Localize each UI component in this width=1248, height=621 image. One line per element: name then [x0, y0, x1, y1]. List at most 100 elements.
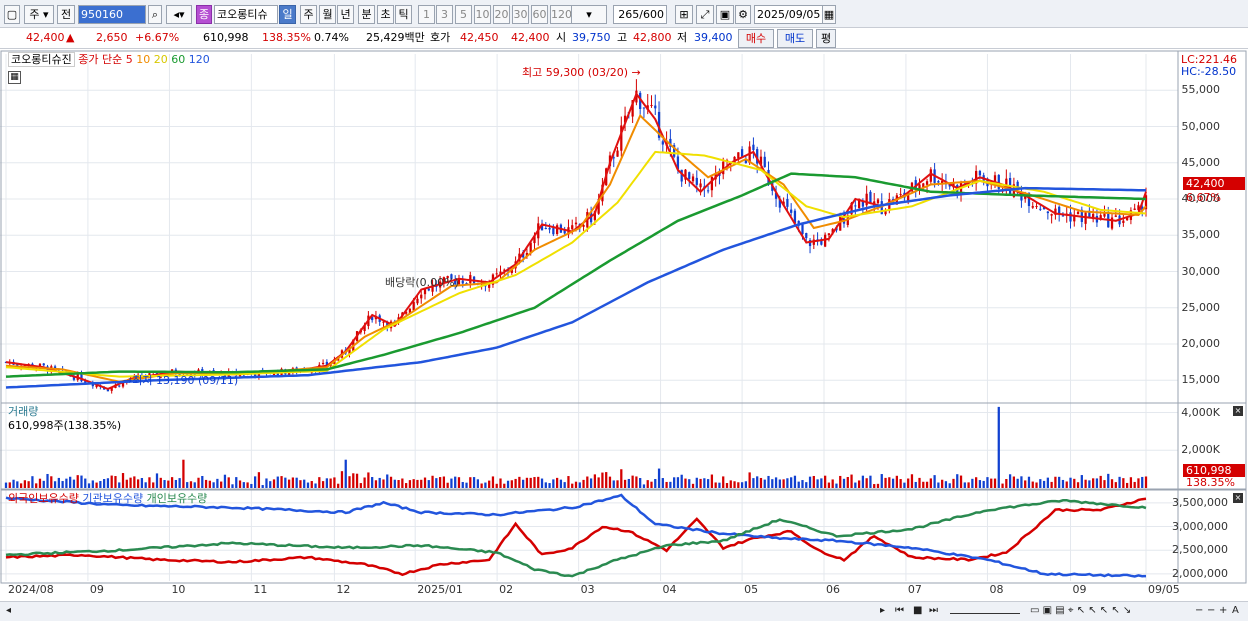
- volume-bar: [740, 482, 744, 488]
- table-icon[interactable]: ▦: [8, 71, 21, 84]
- minute-button-1[interactable]: 1: [418, 5, 435, 24]
- scrollbar[interactable]: ◂ ▸ ⏮ ■ ⏭ ▭ ▣ ▤ ⌖ ↖ ↖ ↖ ↖ ↘ − − + A: [0, 601, 1248, 621]
- volume-bar: [223, 474, 227, 488]
- volume-bar: [12, 479, 15, 488]
- count-field[interactable]: 265/600: [613, 5, 667, 24]
- volume-bar: [631, 475, 634, 488]
- volume-bar: [967, 482, 970, 488]
- minute-button-5[interactable]: 5: [455, 5, 472, 24]
- minute-button-30[interactable]: 30: [512, 5, 529, 24]
- interval-button-6[interactable]: 틱: [395, 5, 412, 24]
- close-icon[interactable]: ×: [1233, 406, 1243, 416]
- volume-bar: [827, 482, 831, 488]
- x-tick-label: 11: [253, 583, 268, 596]
- interval-button-2[interactable]: 월: [319, 5, 336, 24]
- volume-bar: [1027, 476, 1031, 488]
- chart-settings-icon[interactable]: ⊞: [675, 5, 693, 24]
- scroll-right-icon[interactable]: ▸: [880, 605, 886, 616]
- font-size-icon[interactable]: A: [1232, 605, 1239, 616]
- minute-button-3[interactable]: 3: [436, 5, 453, 24]
- interval-button-3[interactable]: 년: [337, 5, 354, 24]
- tool-icons[interactable]: ▭ ▣ ▤ ⌖ ↖ ↖ ↖ ↖ ↘: [1030, 605, 1132, 616]
- candle-body: [1137, 205, 1140, 211]
- volume-bar: [635, 476, 638, 488]
- candle-body: [1141, 206, 1144, 211]
- volume-bar: [661, 478, 664, 488]
- price-tick-label: 55,000: [1181, 83, 1221, 97]
- first-icon[interactable]: ⏮: [895, 605, 904, 616]
- volume-bar: [257, 472, 261, 488]
- candle-body: [722, 161, 725, 175]
- candle-body: [978, 170, 982, 176]
- candle-body: [880, 201, 883, 215]
- zoom-slider[interactable]: [950, 604, 1020, 614]
- date-field[interactable]: 2025/09/05: [754, 5, 824, 24]
- calendar-icon[interactable]: ▦: [822, 5, 836, 24]
- candle-body: [1076, 211, 1080, 215]
- candle-body: [488, 283, 491, 288]
- plus-icon[interactable]: +: [1219, 605, 1228, 616]
- tool-icon[interactable]: ⤢: [696, 5, 714, 24]
- panel-frame: [0, 402, 1247, 491]
- volume-bar: [899, 479, 902, 488]
- minute-button-10[interactable]: 10: [474, 5, 491, 24]
- volume-bar: [706, 479, 710, 488]
- candle-body: [593, 211, 597, 220]
- x-tick-label: 09/05: [1148, 583, 1180, 596]
- zoom-out-icon[interactable]: −: [1195, 605, 1204, 616]
- last-icon[interactable]: ⏭: [929, 605, 938, 616]
- volume-bar: [1080, 475, 1083, 488]
- interval-button-1[interactable]: 주: [300, 5, 317, 24]
- candle-body: [193, 373, 196, 375]
- stock-name-field: 코오롱티슈: [214, 5, 278, 24]
- interval-button-5[interactable]: 초: [377, 5, 394, 24]
- custom-interval-dropdown[interactable]: ▾: [571, 5, 607, 24]
- volume-bar: [582, 479, 585, 488]
- x-tick-label: 02: [499, 583, 514, 596]
- volume-bar: [876, 483, 880, 488]
- volume-bar: [287, 479, 291, 488]
- volume-bar: [888, 477, 891, 488]
- save-icon[interactable]: ▣: [716, 5, 734, 24]
- eval-button[interactable]: 평: [816, 29, 836, 48]
- close-icon[interactable]: ×: [1233, 493, 1243, 503]
- candle-body: [442, 277, 446, 284]
- volume-bar: [303, 479, 306, 488]
- gear-icon[interactable]: ⚙: [735, 5, 751, 24]
- stop-icon[interactable]: ■: [913, 605, 923, 616]
- volume-bar: [386, 474, 389, 488]
- volume-bar: [125, 479, 128, 488]
- volume-bar: [1042, 480, 1046, 488]
- window-icon[interactable]: ▢: [4, 5, 20, 24]
- minute-button-120[interactable]: 120: [550, 5, 572, 24]
- volume-bar: [695, 477, 698, 488]
- volume-bar: [46, 473, 49, 488]
- x-tick-label: 10: [171, 583, 186, 596]
- minus-icon[interactable]: −: [1207, 605, 1216, 616]
- scroll-left-icon[interactable]: ◂: [6, 605, 12, 616]
- volume-bar: [801, 480, 804, 488]
- minute-button-20[interactable]: 20: [493, 5, 510, 24]
- interval-button-0[interactable]: 일: [279, 5, 296, 24]
- volume-bar: [903, 482, 906, 488]
- volume-bar: [329, 478, 332, 488]
- stock-code-input[interactable]: 950160: [78, 5, 146, 24]
- volume-bar: [170, 477, 174, 488]
- period-dropdown[interactable]: 주 ▾: [24, 5, 54, 24]
- volume-bar: [133, 476, 136, 488]
- buy-button[interactable]: 매수: [738, 29, 774, 48]
- volume-bar: [397, 480, 400, 488]
- interval-button-4[interactable]: 분: [358, 5, 375, 24]
- minute-button-60[interactable]: 60: [531, 5, 548, 24]
- current-price: 42,400: [26, 31, 65, 44]
- chart-canvas[interactable]: [0, 49, 1248, 601]
- prev-button[interactable]: 전: [57, 5, 75, 24]
- search-icon[interactable]: ⌕: [148, 5, 162, 24]
- speaker-icon[interactable]: ◂▾: [166, 5, 192, 24]
- sell-button[interactable]: 매도: [777, 29, 813, 48]
- holding-line-0: [5, 497, 1147, 577]
- panel-frames: [0, 50, 1247, 584]
- candle-body: [555, 225, 559, 234]
- candle-body: [529, 242, 532, 253]
- volume-bar: [586, 476, 589, 488]
